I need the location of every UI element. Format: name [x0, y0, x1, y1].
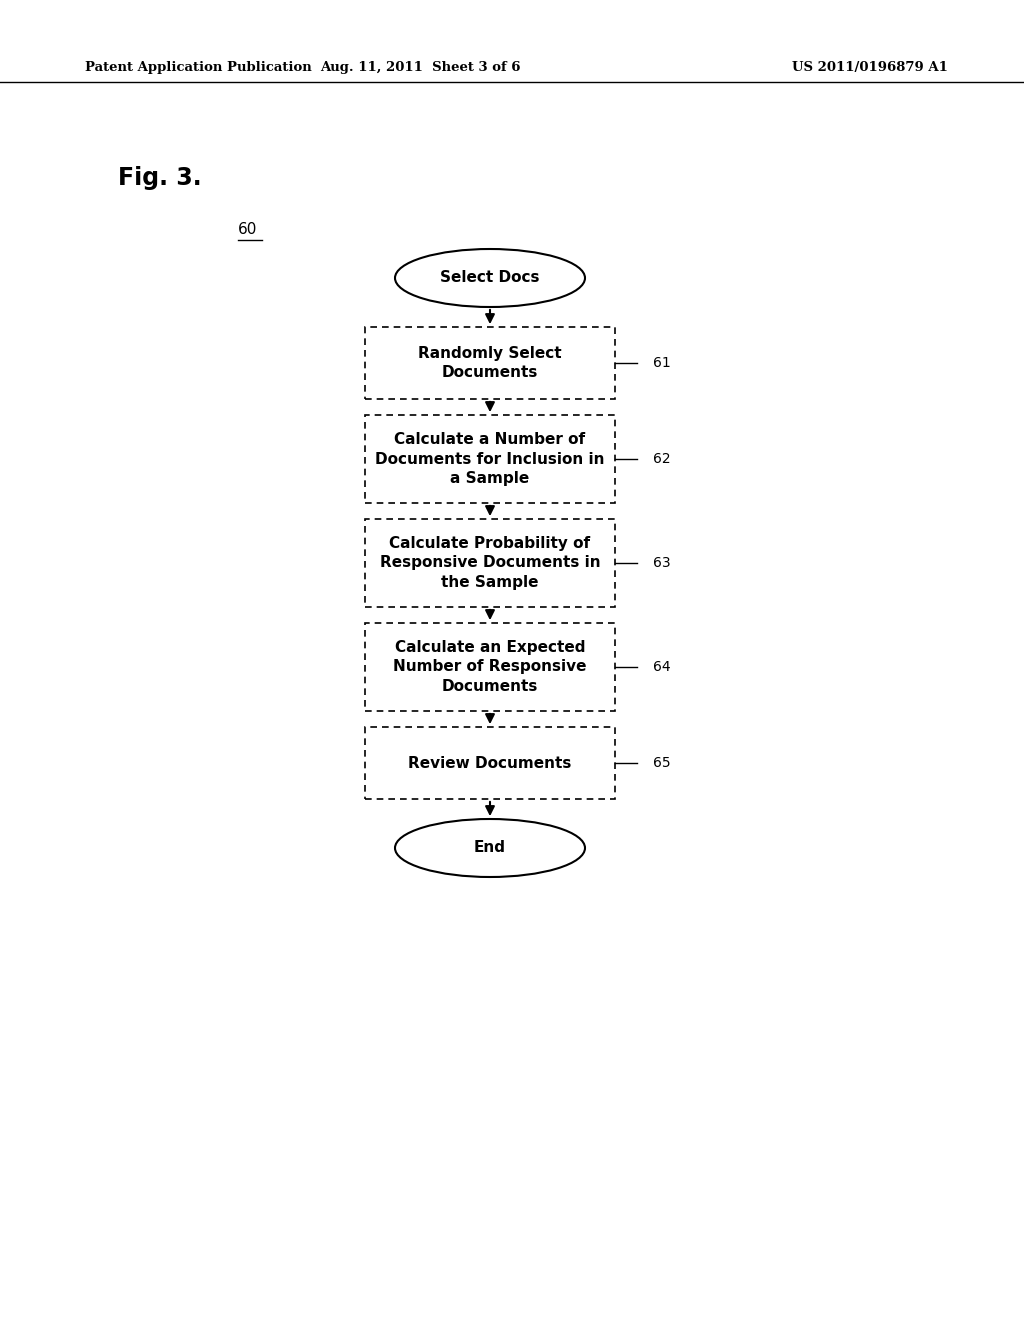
Bar [365, 327, 615, 399]
Text: 65: 65 [653, 756, 671, 770]
Text: 61: 61 [653, 356, 671, 370]
Ellipse shape [395, 249, 585, 308]
Text: Patent Application Publication: Patent Application Publication [85, 62, 311, 74]
Text: 63: 63 [653, 556, 671, 570]
Text: Aug. 11, 2011  Sheet 3 of 6: Aug. 11, 2011 Sheet 3 of 6 [319, 62, 520, 74]
Text: Fig. 3.: Fig. 3. [118, 166, 202, 190]
Text: Review Documents: Review Documents [409, 755, 571, 771]
Text: 60: 60 [238, 223, 257, 238]
Text: Select Docs: Select Docs [440, 271, 540, 285]
Text: 64: 64 [653, 660, 671, 675]
Text: Calculate a Number of
Documents for Inclusion in
a Sample: Calculate a Number of Documents for Incl… [375, 432, 605, 486]
Text: US 2011/0196879 A1: US 2011/0196879 A1 [792, 62, 948, 74]
Bar [365, 414, 615, 503]
Bar [365, 623, 615, 711]
Text: 62: 62 [653, 451, 671, 466]
Text: Calculate an Expected
Number of Responsive
Documents: Calculate an Expected Number of Responsi… [393, 640, 587, 694]
Text: Randomly Select
Documents: Randomly Select Documents [418, 346, 562, 380]
Ellipse shape [395, 818, 585, 876]
Bar [365, 519, 615, 607]
Text: Calculate Probability of
Responsive Documents in
the Sample: Calculate Probability of Responsive Docu… [380, 536, 600, 590]
Bar [365, 727, 615, 799]
Text: End: End [474, 841, 506, 855]
